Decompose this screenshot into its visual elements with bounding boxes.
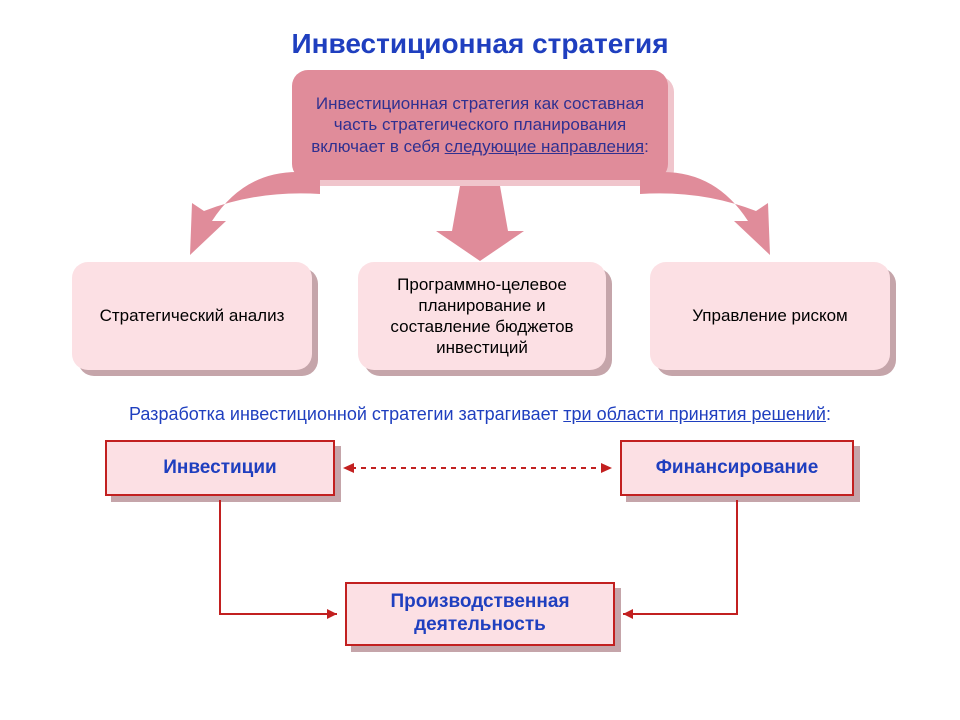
top-box-text-underlined: следующие направления <box>445 137 644 156</box>
direction-box-1: Программно-целевое планирование и состав… <box>358 262 606 370</box>
subtitle-underlined: три области принятия решений <box>563 404 826 424</box>
subtitle-prefix: Разработка инвестиционной стратегии затр… <box>129 404 563 424</box>
top-definition-box: Инвестиционная стратегия как составная ч… <box>292 70 668 180</box>
subtitle-suffix: : <box>826 404 831 424</box>
decision-box-finance: Финансирование <box>620 440 854 496</box>
solid-connector-0 <box>220 500 337 614</box>
decision-label: Финансирование <box>656 457 819 480</box>
decision-box-invest: Инвестиции <box>105 440 335 496</box>
diagram-title: Инвестиционная стратегия <box>0 28 960 60</box>
swoosh-arrow-left <box>190 172 320 255</box>
direction-box-2: Управление риском <box>650 262 890 370</box>
title-text: Инвестиционная стратегия <box>291 28 668 59</box>
direction-label: Программно-целевое планирование и состав… <box>374 274 590 359</box>
direction-box-0: Стратегический анализ <box>72 262 312 370</box>
top-box-text-suffix: : <box>644 137 649 156</box>
dashed-arrowhead-left <box>343 463 354 473</box>
direction-label: Стратегический анализ <box>100 305 285 326</box>
decision-label: Инвестиции <box>163 457 276 480</box>
decision-box-prod: Производственная деятельность <box>345 582 615 646</box>
top-box-text: Инвестиционная стратегия как составная ч… <box>310 93 650 157</box>
solid-arrowhead-1 <box>623 609 633 619</box>
dashed-arrowhead-right <box>601 463 612 473</box>
swoosh-arrow-right <box>640 172 770 255</box>
solid-arrowhead-0 <box>327 609 337 619</box>
decision-areas-subtitle: Разработка инвестиционной стратегии затр… <box>0 404 960 425</box>
solid-connector-1 <box>623 500 737 614</box>
swoosh-arrow-center <box>436 186 524 261</box>
decision-label: Производственная деятельность <box>355 591 605 637</box>
direction-label: Управление риском <box>692 305 847 326</box>
